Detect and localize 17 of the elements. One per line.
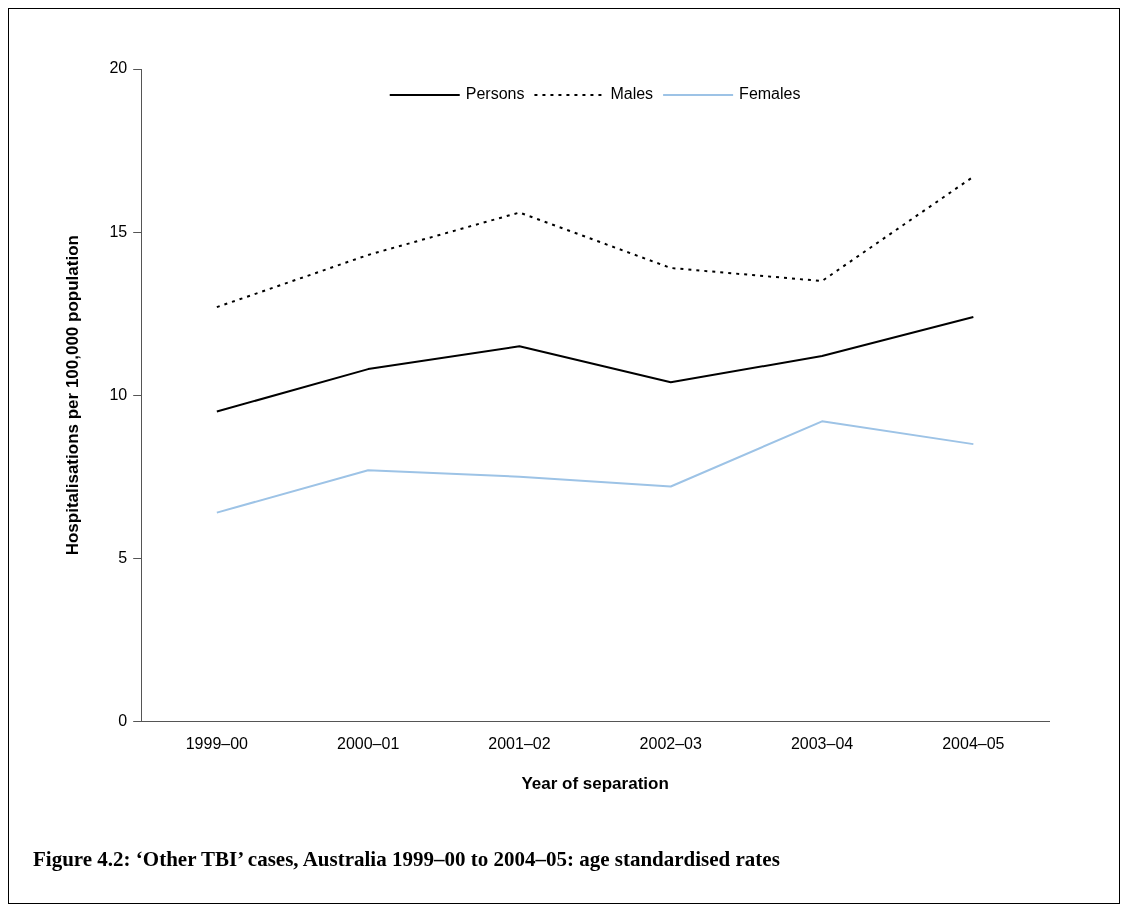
legend-label: Males (610, 85, 654, 103)
x-tick-label: 2004–05 (942, 735, 1005, 753)
x-tick-label: 2002–03 (639, 735, 702, 753)
x-axis-title: Year of separation (521, 774, 669, 794)
x-tick-label: 1999–00 (185, 735, 249, 753)
y-tick-label: 5 (118, 548, 128, 566)
legend-label: Persons (465, 85, 525, 103)
text: Figure 4.2: ‘Other TBI’ cases, Australia 1999–00 to 2004–05: age standardised rates (33, 847, 780, 872)
x-tick-label: 2000–01 (337, 735, 400, 753)
y-tick-label: 15 (109, 222, 128, 240)
y-tick-label: 0 (118, 711, 128, 729)
y-axis-title: Hospitalisations per 100,000 population (62, 235, 82, 556)
x-tick-label: 2001–02 (488, 735, 551, 753)
y-tick-label: 10 (109, 385, 128, 403)
legend-label: Females (739, 85, 801, 103)
y-tick-label: 20 (109, 59, 128, 77)
x-tick-label: 2003–04 (790, 735, 854, 753)
